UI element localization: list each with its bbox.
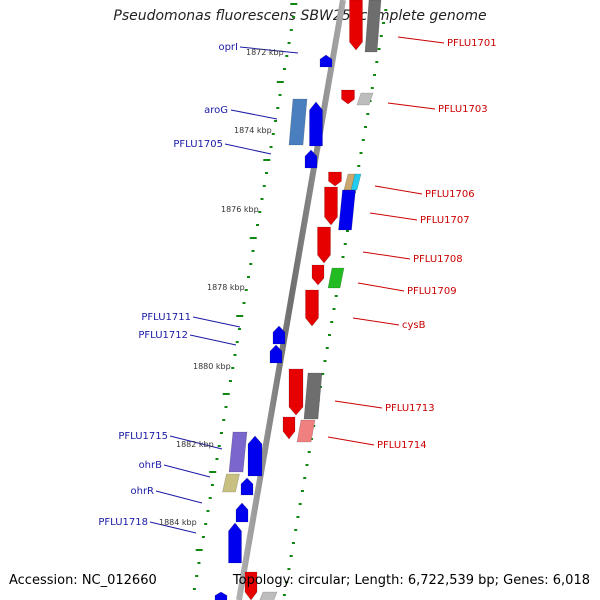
label-leader	[369, 212, 418, 221]
gene-feature-opri	[319, 54, 333, 68]
gene-label-pflu1712[interactable]: PFLU1712	[138, 330, 188, 341]
scale-mark-1882: 1882 kbp	[176, 440, 214, 449]
gene-label-cysb[interactable]: cysB	[402, 320, 426, 331]
label-leader	[327, 436, 375, 446]
gene-feature-pflu1703-grey	[356, 92, 374, 106]
gene-label-pflu1707[interactable]: PFLU1707	[420, 215, 470, 226]
gene-feature-pflu1713	[288, 368, 304, 416]
gene-label-pflu1711[interactable]: PFLU1711	[141, 312, 191, 323]
gene-label-pflu1706[interactable]: PFLU1706	[425, 189, 475, 200]
gene-label-pflu1705[interactable]: PFLU1705	[173, 139, 223, 150]
gene-feature-pflu1715	[247, 435, 263, 477]
tick-marks	[192, 3, 388, 596]
genome-title: Pseudomonas fluorescens SBW25, complete …	[113, 8, 487, 24]
gene-feature-pflu1712	[269, 344, 283, 364]
label-leader	[169, 435, 223, 450]
gene-feature-pflu1711	[272, 325, 286, 345]
gene-label-pflu1701[interactable]: PFLU1701	[447, 38, 497, 49]
gene-label-pflu1715[interactable]: PFLU1715	[118, 431, 168, 442]
gene-feature-ohrr	[235, 502, 249, 523]
gene-feature-pflu1708	[317, 226, 331, 264]
gene-feature-ohrb-olive	[222, 473, 240, 493]
label-leader	[387, 102, 436, 110]
label-leader	[163, 464, 211, 478]
gene-feature-pflu1707-blue	[338, 189, 356, 231]
gene-feature-pflu1715-purple	[228, 431, 248, 473]
label-leader	[224, 143, 272, 155]
gene-feature-pflu1707	[324, 186, 338, 226]
label-leader	[239, 46, 299, 54]
gene-label-pflu1713[interactable]: PFLU1713	[385, 403, 435, 414]
accession-text: Accession: NC_012660	[9, 573, 157, 588]
scale-mark-1872: 1872 kbp	[246, 48, 284, 57]
scale-mark-1878: 1878 kbp	[207, 283, 245, 292]
label-leader	[334, 400, 383, 409]
label-leader	[192, 316, 241, 328]
label-leader	[230, 109, 278, 120]
gene-feature-pflu1709-green	[327, 267, 345, 289]
label-leaders	[149, 36, 445, 534]
gene-label-pflu1709[interactable]: PFLU1709	[407, 286, 457, 297]
scale-mark-1876: 1876 kbp	[221, 205, 259, 214]
label-leader	[357, 282, 405, 292]
gene-label-ohrb[interactable]: ohrB	[139, 460, 163, 471]
gene-label-opri[interactable]: oprI	[218, 42, 238, 53]
gene-feature-pflu1709	[311, 264, 325, 286]
gene-label-pflu1718[interactable]: PFLU1718	[98, 517, 148, 528]
gene-feature-pflu1718	[228, 522, 242, 564]
gene-feature-pflu1701-rrna	[364, 0, 382, 53]
gene-label-arog[interactable]: aroG	[204, 105, 228, 116]
label-leader	[155, 490, 203, 504]
gene-feature-bottom-red	[244, 571, 258, 600]
scale-mark-1874: 1874 kbp	[234, 126, 272, 135]
label-leader	[362, 251, 411, 260]
label-leader	[189, 334, 237, 346]
gene-feature-pflu1713-grey	[303, 372, 323, 420]
gene-feature-cysb	[305, 289, 319, 327]
gene-feature-pflu1706-cyan	[350, 173, 362, 191]
genome-axis	[236, 0, 346, 600]
gene-feature-pflu1714-pink	[296, 419, 316, 443]
gene-feature-pflu1714	[282, 416, 296, 440]
gene-label-pflu1703[interactable]: PFLU1703	[438, 104, 488, 115]
gene-label-pflu1714[interactable]: PFLU1714	[377, 440, 427, 451]
label-leader	[397, 36, 445, 44]
scale-mark-1880: 1880 kbp	[193, 362, 231, 371]
gene-label-ohrr[interactable]: ohrR	[130, 486, 154, 497]
gene-feature-pflu1701	[349, 0, 363, 51]
gene-feature-arog-steel	[288, 98, 308, 146]
label-leader	[352, 317, 400, 326]
gene-feature-bottom-grey	[259, 591, 278, 600]
gene-label-pflu1708[interactable]: PFLU1708	[413, 254, 463, 265]
gene-feature-ohrb	[240, 477, 254, 496]
gene-feature-pflu1705	[304, 149, 318, 169]
gene-feature-pflu1703	[341, 89, 355, 105]
gene-feature-pflu1706	[328, 171, 342, 187]
topology-text: Topology: circular; Length: 6,722,539 bp…	[232, 573, 590, 588]
gene-feature-arog	[309, 101, 323, 147]
scale-mark-1884: 1884 kbp	[159, 518, 197, 527]
label-leader	[374, 185, 423, 195]
gene-features	[214, 0, 382, 600]
gene-feature-bottom-blue	[214, 591, 228, 600]
label-leader	[149, 521, 197, 534]
